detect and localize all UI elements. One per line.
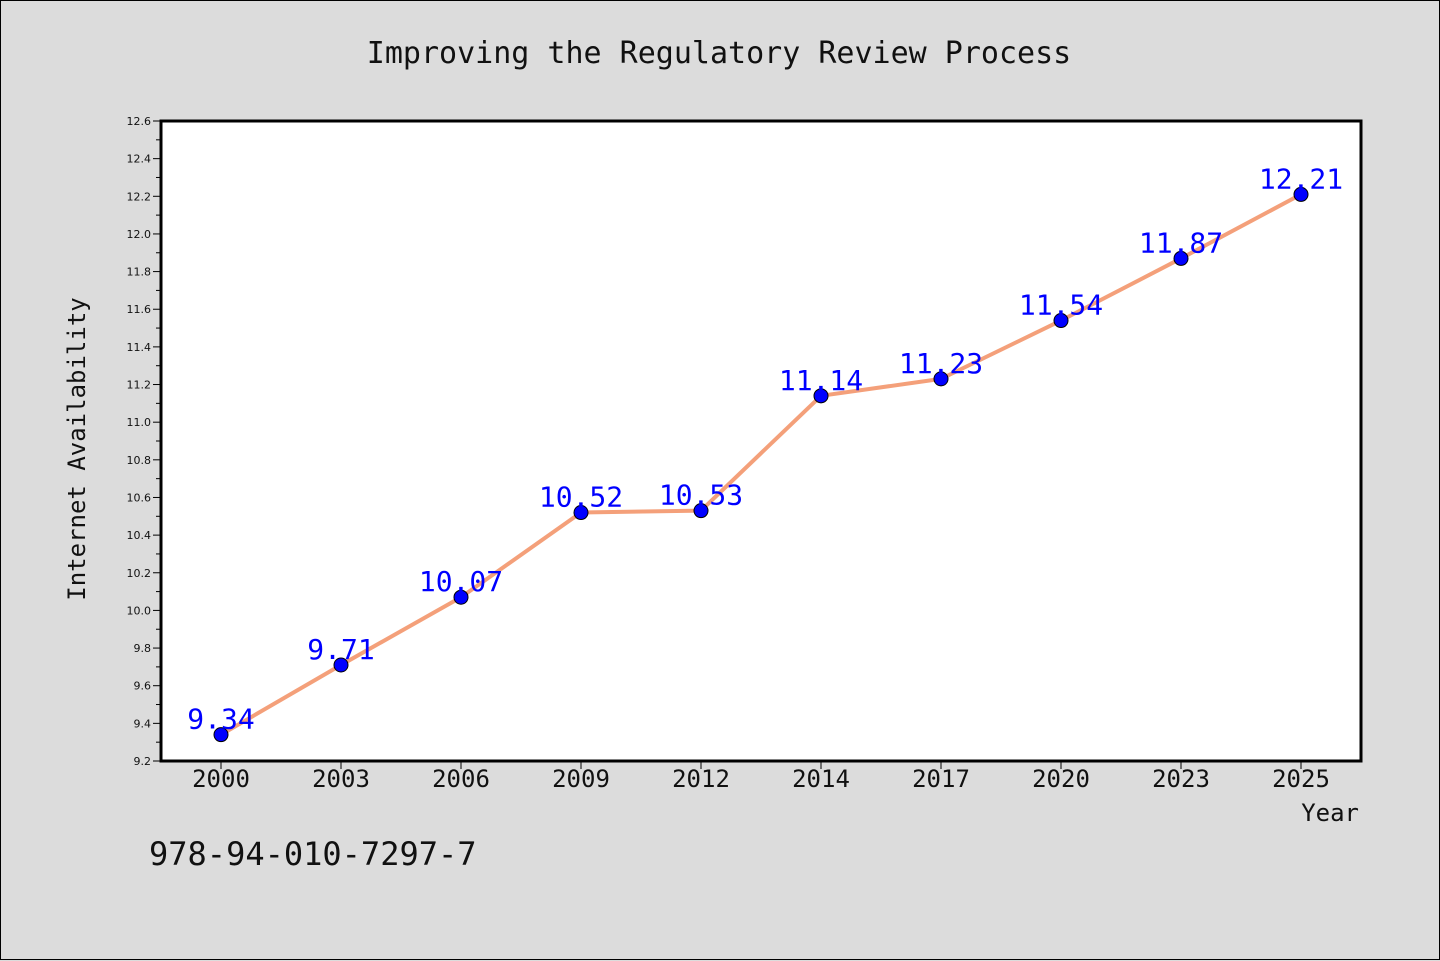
data-point-marker: [813, 388, 829, 404]
x-tick-label: 2023: [1152, 765, 1210, 793]
data-label: 11.23: [899, 347, 983, 380]
y-tick-label: 12.2: [127, 190, 152, 203]
x-tick-label: 2012: [672, 765, 730, 793]
data-point-marker: [1293, 186, 1309, 202]
data-label-group: 9.34 9.71 10.07 10.52 10.53 11.14 11.23 11.54 11…: [187, 162, 1343, 735]
footer-code: 978-94-010-7297-7: [149, 835, 477, 873]
data-point-marker: [453, 589, 469, 605]
y-tick-label: 10.6: [127, 491, 152, 504]
x-tick-label: 2003: [312, 765, 370, 793]
x-axis-label: Year: [1301, 799, 1359, 827]
y-tick-label: 11.6: [127, 303, 152, 316]
data-point-marker: [1053, 313, 1069, 329]
data-label: 9.71: [307, 633, 374, 666]
data-point-marker: [1173, 250, 1189, 266]
x-tick-label: 2009: [552, 765, 610, 793]
x-tick-label: 2017: [912, 765, 970, 793]
y-tick-label: 11.2: [127, 379, 152, 392]
y-tick-label: 10.0: [127, 604, 152, 617]
series-line-group: [219, 192, 1302, 737]
data-label: 12.21: [1259, 162, 1343, 195]
y-tick-label: 10.2: [127, 567, 152, 580]
y-tick-label: 9.8: [134, 642, 152, 655]
x-tick-label: 2000: [192, 765, 250, 793]
y-axis-ticks: 9.2 9.4 9.6 9.8 10.0 10.2 10.4 10.6 10.8 11.0 11.2…: [127, 115, 161, 768]
data-label: 9.34: [187, 703, 254, 736]
y-tick-label: 12.0: [127, 228, 152, 241]
data-label: 11.87: [1139, 226, 1223, 259]
data-point-marker: [933, 371, 949, 387]
data-point-marker: [573, 505, 589, 521]
x-tick-label: 2020: [1032, 765, 1090, 793]
y-tick-label: 9.6: [134, 680, 152, 693]
x-tick-label: 2006: [432, 765, 490, 793]
y-tick-label: 9.4: [134, 717, 152, 730]
data-label: 11.54: [1019, 289, 1103, 322]
y-tick-label: 11.8: [127, 266, 152, 279]
data-label: 11.14: [779, 364, 863, 397]
data-point-marker: [213, 727, 229, 743]
x-tick-label: 2014: [792, 765, 850, 793]
data-label: 10.07: [419, 565, 503, 598]
y-tick-label: 11.4: [127, 341, 152, 354]
x-tick-label: 2025: [1272, 765, 1330, 793]
x-axis-ticks: 2000 2003 2006 2009 2012 2014 2017 2020 2023 2025: [192, 761, 1330, 793]
y-tick-label: 9.2: [134, 755, 152, 768]
series-line: [219, 192, 1302, 737]
data-point-marker: [693, 503, 709, 519]
y-tick-label: 12.4: [127, 153, 152, 166]
chart-title: Improving the Regulatory Review Process: [367, 36, 1071, 71]
y-tick-label: 10.8: [127, 454, 152, 467]
y-tick-label: 11.0: [127, 416, 152, 429]
y-tick-label: 10.4: [127, 529, 152, 542]
y-axis-label: Internet Availability: [63, 297, 91, 600]
y-tick-label: 12.6: [127, 115, 152, 128]
data-label: 10.53: [659, 479, 743, 512]
data-label: 10.52: [539, 481, 623, 514]
marker-group: [213, 186, 1309, 743]
data-point-marker: [333, 657, 349, 673]
